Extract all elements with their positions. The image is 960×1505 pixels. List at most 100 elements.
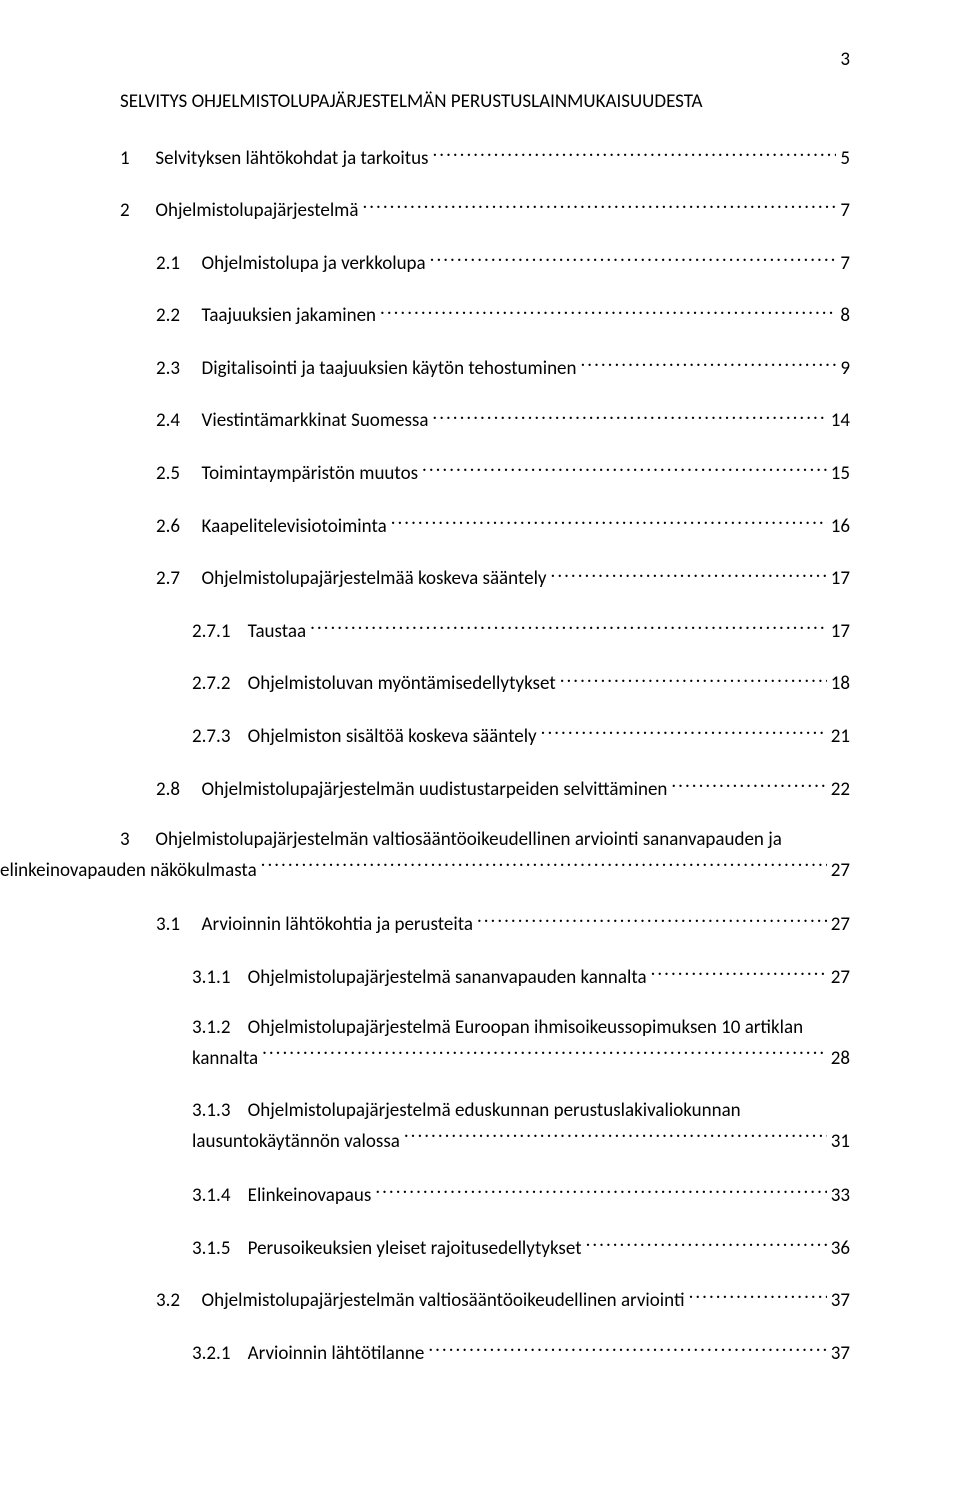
toc-entry-label: Arvioinnin lähtötilanne (248, 1342, 425, 1367)
toc-entry-gap (180, 304, 201, 329)
toc-entry-number: 2.2 (156, 304, 180, 329)
toc-entry-gap (180, 913, 201, 938)
toc-entry-page: 9 (840, 357, 850, 382)
toc-entry-label: Ohjelmistolupajärjestelmän uudistustarpe… (202, 778, 668, 803)
toc-entry-number: 2.4 (156, 409, 180, 434)
toc-entry-label: Toimintaympäristön muutos (202, 462, 419, 487)
toc-entry: 2.3 Digitalisointi ja taajuuksien käytön… (156, 353, 850, 382)
document-page: 3 SELVITYS OHJELMISTOLUPAJÄRJESTELMÄN PE… (0, 0, 960, 1456)
toc-entry-page: 7 (840, 252, 850, 277)
toc-entry-number: 2.6 (156, 515, 180, 540)
toc-entry-number: 2.8 (156, 778, 180, 803)
toc-entry-page: 22 (831, 778, 850, 803)
toc-entry-page: 28 (831, 1045, 850, 1074)
toc-entry: 3.2.1 Arvioinnin lähtötilanne 37 (192, 1338, 850, 1367)
toc-leader (432, 406, 826, 427)
toc-entry: 1 Selvityksen lähtökohdat ja tarkoitus 5 (120, 143, 850, 172)
toc-entry-gap (230, 966, 247, 991)
toc-leader (551, 563, 827, 584)
toc-entry-gap (180, 252, 201, 277)
toc-leader (689, 1285, 827, 1306)
toc-entry-gap (130, 147, 156, 172)
toc-entry-page: 21 (831, 725, 850, 750)
toc-leader (404, 1126, 827, 1147)
toc-entry-label: Ohjelmistolupa ja verkkolupa (202, 252, 426, 277)
toc-entry-label: Ohjelmiston sisältöä koskeva sääntely (248, 725, 537, 750)
toc-entry: 2.2 Taajuuksien jakaminen 8 (156, 300, 850, 329)
toc-leader (261, 855, 827, 876)
toc-entry-label: Ohjelmistolupajärjestelmän valtiosääntöo… (202, 1289, 685, 1314)
toc-entry-gap (180, 778, 201, 803)
toc-entry-page: 33 (831, 1184, 850, 1209)
document-title: SELVITYS OHJELMISTOLUPAJÄRJESTELMÄN PERU… (120, 90, 850, 115)
toc-entry-gap (230, 1237, 247, 1262)
toc-entry: 2 Ohjelmistolupajärjestelmä 7 (120, 195, 850, 224)
toc-entry-page: 5 (840, 147, 850, 172)
toc-entry-gap (180, 1289, 201, 1314)
toc-entry-page: 18 (831, 672, 850, 697)
toc-entry-gap (130, 826, 156, 855)
toc-entry-gap (180, 409, 201, 434)
toc-entry-number: 3.2.1 (192, 1342, 230, 1367)
toc-entry-label: Ohjelmistolupajärjestelmä (155, 199, 358, 224)
toc-entry: 3.1.2 Ohjelmistolupajärjestelmä Euroopan… (192, 1014, 850, 1073)
toc-entry: 2.1 Ohjelmistolupa ja verkkolupa 7 (156, 248, 850, 277)
toc-entry-page: 37 (831, 1289, 850, 1314)
toc-entry-number: 3.2 (156, 1289, 180, 1314)
toc-entry-page: 27 (831, 966, 850, 991)
toc-leader (262, 1043, 827, 1064)
toc-leader (375, 1180, 826, 1201)
toc-entry-number: 3.1.4 (192, 1184, 230, 1209)
toc-entry-page: 17 (831, 620, 850, 645)
toc-entry-number: 3.1 (156, 913, 180, 938)
toc-entry: 2.7 Ohjelmistolupajärjestelmää koskeva s… (156, 563, 850, 592)
toc-entry-gap (230, 1184, 247, 1209)
toc-leader (541, 721, 827, 742)
toc-entry-number: 2.5 (156, 462, 180, 487)
toc-entry: 2.5 Toimintaympäristön muutos 15 (156, 458, 850, 487)
toc-leader (430, 248, 837, 269)
toc-entry-label: Kaapelitelevisiotoiminta (202, 515, 387, 540)
toc-entry-label: Taustaa (248, 620, 306, 645)
toc-entry-page: 7 (840, 199, 850, 224)
toc-entry-gap (180, 567, 201, 592)
toc-entry: 3 Ohjelmistolupajärjestelmän valtiosäänt… (120, 826, 850, 885)
toc-entry: 2.7.2 Ohjelmistoluvan myöntämisedellytyk… (192, 668, 850, 697)
toc-leader (651, 962, 827, 983)
toc-entry-gap (230, 672, 247, 697)
toc-entry-number: 3.1.3 (192, 1097, 230, 1126)
toc-entry-gap (230, 1014, 247, 1043)
toc-entry: 2.4 Viestintämarkkinat Suomessa 14 (156, 406, 850, 435)
toc-entry-page: 14 (831, 409, 850, 434)
toc-leader (586, 1233, 827, 1254)
toc-entry: 3.1 Arvioinnin lähtökohtia ja perusteita… (156, 909, 850, 938)
toc-entry-gap (130, 199, 156, 224)
toc-entry-number: 2.3 (156, 357, 180, 382)
toc-entry-label-line1: Ohjelmistolupajärjestelmän valtiosääntöo… (155, 826, 781, 855)
toc-entry-page: 16 (831, 515, 850, 540)
toc-entry-label: Taajuuksien jakaminen (202, 304, 377, 329)
toc-entry-page: 8 (840, 304, 850, 329)
toc-leader (477, 909, 827, 930)
toc-entry-number: 1 (120, 147, 130, 172)
toc-entry-label: Selvityksen lähtökohdat ja tarkoitus (155, 147, 428, 172)
toc-entry-page: 27 (831, 857, 850, 886)
toc-entry-label: Ohjelmistoluvan myöntämisedellytykset (248, 672, 556, 697)
toc-entry-gap (230, 620, 247, 645)
toc-entry-number: 2 (120, 199, 130, 224)
toc-entry-number: 3 (120, 826, 130, 855)
toc-entry-label: Ohjelmistolupajärjestelmää koskeva säänt… (202, 567, 547, 592)
toc-entry: 2.6 Kaapelitelevisiotoiminta 16 (156, 511, 850, 540)
toc-leader (581, 353, 837, 374)
toc-entry-number: 2.1 (156, 252, 180, 277)
toc-entry-number: 2.7.1 (192, 620, 230, 645)
toc-leader (428, 1338, 826, 1359)
page-number: 3 (840, 48, 850, 71)
toc-entry-number: 2.7.2 (192, 672, 230, 697)
toc-entry-label-line2: lausuntokäytännön valossa (192, 1128, 400, 1157)
toc-leader (391, 511, 827, 532)
toc-entry-page: 31 (831, 1128, 850, 1157)
toc-leader (432, 143, 836, 164)
toc-entry: 2.8 Ohjelmistolupajärjestelmän uudistust… (156, 774, 850, 803)
toc-entry-page: 15 (831, 462, 850, 487)
